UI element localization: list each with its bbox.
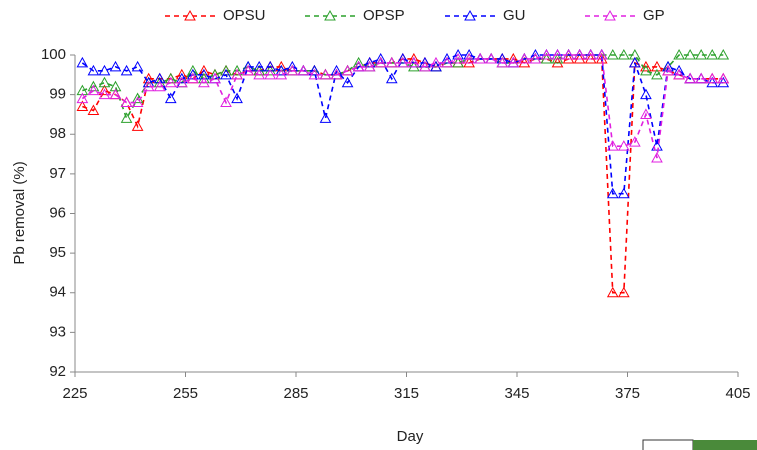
y-tick-label: 97 — [49, 165, 66, 182]
data-point — [166, 94, 176, 103]
y-axis-label: Pb removal (%) — [11, 161, 28, 264]
x-tick-label: 345 — [504, 385, 529, 402]
data-point — [133, 62, 143, 71]
y-tick-label: 93 — [49, 323, 66, 340]
y-tick-label: 98 — [49, 125, 66, 142]
y-tick-label: 94 — [49, 284, 66, 301]
y-tick-label: 92 — [49, 363, 66, 380]
x-tick-label: 255 — [173, 385, 198, 402]
data-point — [122, 113, 132, 122]
legend-label: GU — [503, 7, 526, 24]
chart: Pb removal (%) Day 92 93 94 95 96 97 98 99 100 22… — [0, 0, 757, 450]
legend-label: GP — [643, 7, 665, 24]
x-tick-label: 285 — [283, 385, 308, 402]
legend-label: OPSP — [363, 7, 405, 24]
legend-label: OPSU — [223, 7, 266, 24]
x-tick-label: 375 — [615, 385, 640, 402]
corner-image — [643, 440, 757, 450]
y-tick-label: 100 — [41, 46, 66, 63]
x-axis-label: Day — [397, 428, 424, 445]
x-tick-label: 405 — [725, 385, 750, 402]
y-tick-label: 96 — [49, 204, 66, 221]
y-tick-label: 99 — [49, 86, 66, 103]
series-line — [82, 59, 723, 293]
y-tick-label: 95 — [49, 244, 66, 261]
series-line — [82, 55, 723, 158]
x-tick-label: 315 — [394, 385, 419, 402]
x-tick-label: 225 — [62, 385, 87, 402]
